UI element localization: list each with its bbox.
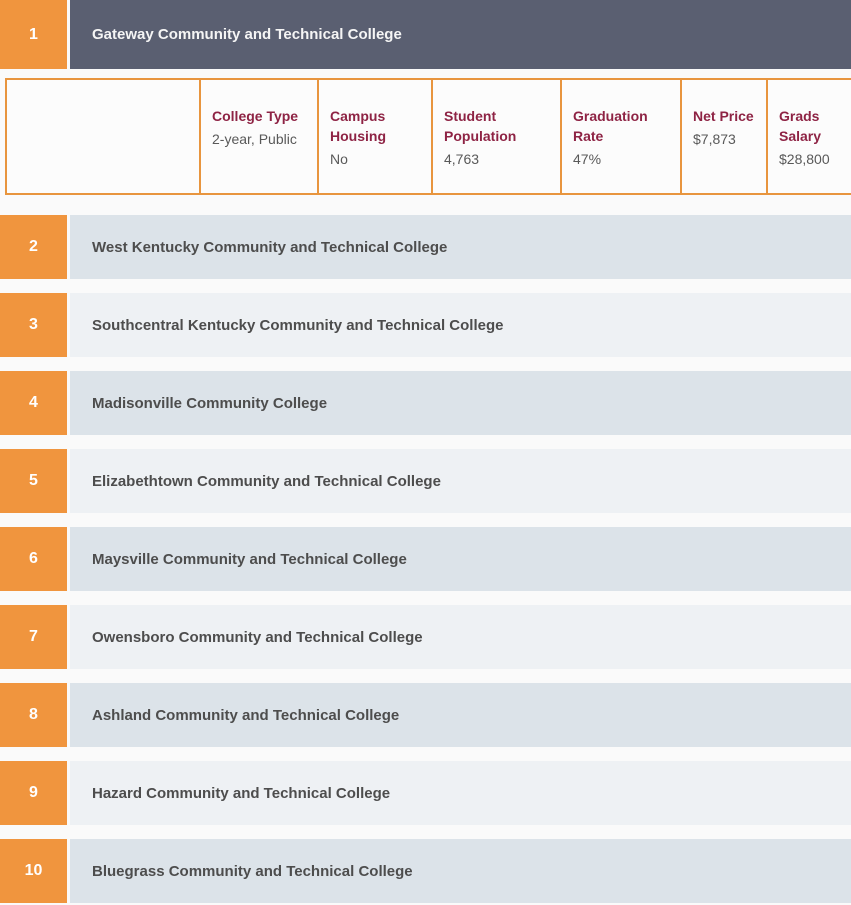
rank-badge[interactable]: 7 xyxy=(0,605,67,669)
ranking-row-expanded[interactable]: 1 Gateway Community and Technical Colleg… xyxy=(0,0,851,69)
rank-badge[interactable]: 8 xyxy=(0,683,67,747)
college-name: Maysville Community and Technical Colleg… xyxy=(92,550,407,568)
rank-number: 1 xyxy=(29,25,38,43)
ranking-row[interactable]: 7 Owensboro Community and Technical Coll… xyxy=(0,605,851,669)
college-name: Elizabethtown Community and Technical Co… xyxy=(92,472,441,490)
rank-number: 2 xyxy=(29,238,38,255)
rank-number: 6 xyxy=(29,550,38,567)
college-name: Owensboro Community and Technical Colleg… xyxy=(92,628,423,646)
ranking-row[interactable]: 6 Maysville Community and Technical Coll… xyxy=(0,527,851,591)
detail-label: College Type xyxy=(212,108,299,124)
rank-number: 4 xyxy=(29,394,38,411)
college-row-bar[interactable]: Gateway Community and Technical College xyxy=(70,0,851,69)
ranking-row[interactable]: 5 Elizabethtown Community and Technical … xyxy=(0,449,851,513)
college-name: Southcentral Kentucky Community and Tech… xyxy=(92,316,504,334)
college-name: Madisonville Community College xyxy=(92,394,328,412)
detail-campus-housing: Campus Housing No xyxy=(317,80,431,193)
rank-badge[interactable]: 6 xyxy=(0,527,67,591)
college-row-bar[interactable]: Elizabethtown Community and Technical Co… xyxy=(70,449,851,513)
rank-badge[interactable]: 5 xyxy=(0,449,67,513)
ranking-rows: 2 West Kentucky Community and Technical … xyxy=(0,215,851,903)
rank-badge[interactable]: 3 xyxy=(0,293,67,357)
detail-value: $7,873 xyxy=(693,131,736,147)
detail-grads-salary: Grads Salary $28,800 xyxy=(766,80,851,193)
detail-label: Net Price xyxy=(693,108,754,124)
college-row-bar[interactable]: Ashland Community and Technical College xyxy=(70,683,851,747)
college-row-bar[interactable]: Bluegrass Community and Technical Colleg… xyxy=(70,839,851,903)
detail-label: Campus Housing xyxy=(330,108,386,144)
detail-value: $28,800 xyxy=(779,151,830,167)
detail-value: 47% xyxy=(573,151,602,167)
detail-label: Grads Salary xyxy=(779,108,822,144)
detail-value: 4,763 xyxy=(444,151,480,167)
college-row-bar[interactable]: West Kentucky Community and Technical Co… xyxy=(70,215,851,279)
rank-badge[interactable]: 2 xyxy=(0,215,67,279)
ranking-row[interactable]: 10 Bluegrass Community and Technical Col… xyxy=(0,839,851,903)
college-details-panel: College Type 2-year, Public Campus Housi… xyxy=(5,78,851,195)
ranking-row[interactable]: 9 Hazard Community and Technical College xyxy=(0,761,851,825)
detail-value: 2-year, Public xyxy=(212,131,297,147)
rank-badge[interactable]: 4 xyxy=(0,371,67,435)
rank-number: 5 xyxy=(29,472,38,489)
detail-graduation-rate: Graduation Rate 47% xyxy=(560,80,680,193)
rank-number: 9 xyxy=(29,784,38,801)
college-row-bar[interactable]: Madisonville Community College xyxy=(70,371,851,435)
college-name: West Kentucky Community and Technical Co… xyxy=(92,238,448,256)
rank-badge[interactable]: 9 xyxy=(0,761,67,825)
college-name: Gateway Community and Technical College xyxy=(92,26,402,43)
college-row-bar[interactable]: Owensboro Community and Technical Colleg… xyxy=(70,605,851,669)
rank-number: 8 xyxy=(29,706,38,723)
college-row-bar[interactable]: Hazard Community and Technical College xyxy=(70,761,851,825)
rank-number: 10 xyxy=(24,862,43,879)
rank-badge[interactable]: 10 xyxy=(0,839,67,903)
detail-value: No xyxy=(330,151,348,167)
detail-net-price: Net Price $7,873 xyxy=(680,80,766,193)
ranking-row[interactable]: 3 Southcentral Kentucky Community and Te… xyxy=(0,293,851,357)
ranking-row[interactable]: 2 West Kentucky Community and Technical … xyxy=(0,215,851,279)
college-name: Ashland Community and Technical College xyxy=(92,706,400,724)
ranking-row[interactable]: 4 Madisonville Community College xyxy=(0,371,851,435)
rank-number: 7 xyxy=(29,628,38,645)
college-name: Hazard Community and Technical College xyxy=(92,784,391,802)
rank-badge[interactable]: 1 xyxy=(0,0,67,69)
details-spacer-cell xyxy=(7,80,199,193)
rank-number: 3 xyxy=(29,316,38,333)
detail-label: Graduation Rate xyxy=(573,108,648,144)
detail-college-type: College Type 2-year, Public xyxy=(199,80,317,193)
detail-student-population: Student Population 4,763 xyxy=(431,80,560,193)
college-row-bar[interactable]: Maysville Community and Technical Colleg… xyxy=(70,527,851,591)
college-name: Bluegrass Community and Technical Colleg… xyxy=(92,862,413,880)
ranking-row[interactable]: 8 Ashland Community and Technical Colleg… xyxy=(0,683,851,747)
college-row-bar[interactable]: Southcentral Kentucky Community and Tech… xyxy=(70,293,851,357)
detail-label: Student Population xyxy=(444,108,517,144)
